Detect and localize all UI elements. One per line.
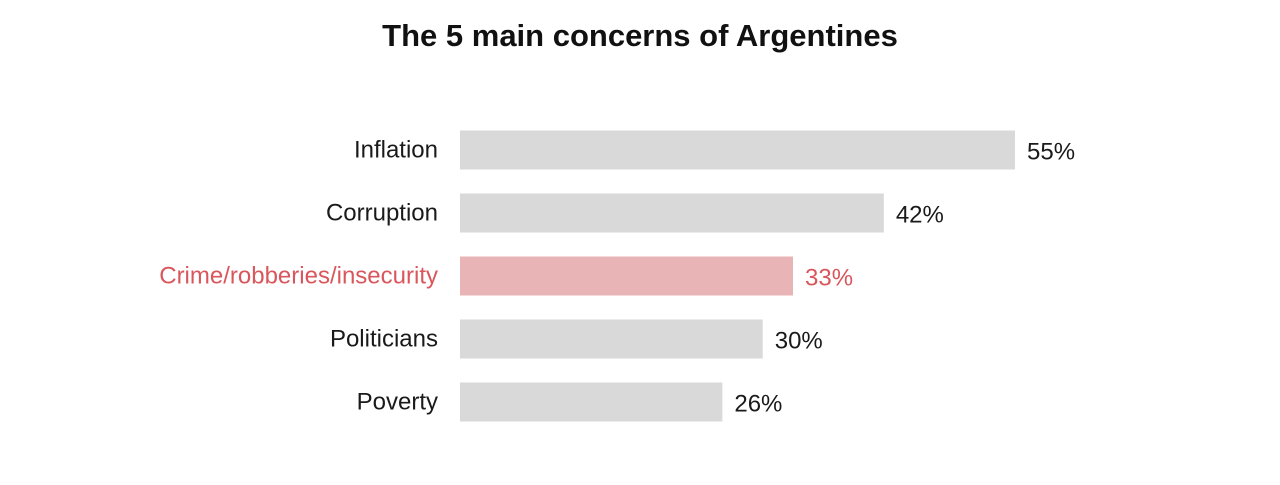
value-label-0: 55% (1027, 139, 1075, 166)
chart-title: The 5 main concerns of Argentines (382, 18, 898, 53)
category-label-1: Corruption (326, 200, 438, 227)
category-label-0: Inflation (354, 137, 438, 164)
value-label-1: 42% (896, 202, 944, 229)
value-label-3: 30% (775, 328, 823, 355)
value-label-4: 26% (734, 391, 782, 418)
value-label-2: 33% (805, 265, 853, 292)
category-label-2: Crime/robberies/insecurity (159, 263, 438, 290)
category-label-3: Politicians (330, 326, 438, 353)
bar-0 (460, 130, 1015, 170)
bar-2 (460, 256, 793, 296)
bar-1 (460, 193, 884, 233)
bar-4 (460, 382, 723, 422)
category-label-4: Poverty (357, 389, 438, 416)
bar-3 (460, 319, 763, 359)
